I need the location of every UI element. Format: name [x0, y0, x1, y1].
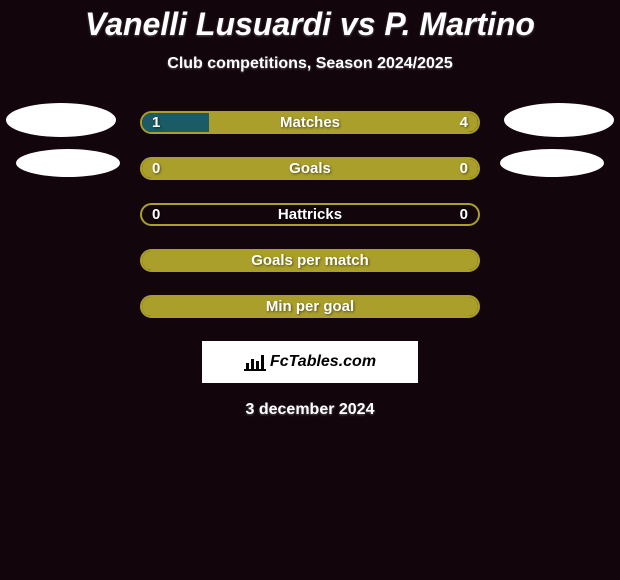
stat-row-matches: 1 Matches 4 — [0, 111, 620, 134]
subtitle: Club competitions, Season 2024/2025 — [0, 55, 620, 73]
chart-icon — [244, 353, 266, 371]
bar-hattricks: 0 Hattricks 0 — [140, 203, 480, 226]
bar-matches: 1 Matches 4 — [140, 111, 480, 134]
stat-value-left-goals: 0 — [152, 160, 160, 177]
stat-value-right-goals: 0 — [460, 160, 468, 177]
bar-gpm: Goals per match — [140, 249, 480, 272]
stat-label-hattricks: Hattricks — [278, 206, 342, 223]
bar-mpg: Min per goal — [140, 295, 480, 318]
page-title: Vanelli Lusuardi vs P. Martino — [0, 0, 620, 43]
stat-label-gpm: Goals per match — [251, 252, 369, 269]
stat-value-right-matches: 4 — [460, 114, 468, 131]
stat-value-left-hattricks: 0 — [152, 206, 160, 223]
stat-value-left-matches: 1 — [152, 114, 160, 131]
bar-goals: 0 Goals 0 — [140, 157, 480, 180]
stats-section: 1 Matches 4 0 Goals 0 0 Hattricks 0 — [0, 111, 620, 318]
stat-row-gpm: Goals per match — [0, 249, 620, 272]
logo-box: FcTables.com — [202, 341, 418, 383]
stat-label-mpg: Min per goal — [266, 298, 354, 315]
logo-text: FcTables.com — [270, 353, 376, 371]
comparison-infographic: Vanelli Lusuardi vs P. Martino Club comp… — [0, 0, 620, 580]
stat-row-mpg: Min per goal — [0, 295, 620, 318]
stat-row-goals: 0 Goals 0 — [0, 157, 620, 180]
date-text: 3 december 2024 — [0, 401, 620, 419]
stat-row-hattricks: 0 Hattricks 0 — [0, 203, 620, 226]
stat-value-right-hattricks: 0 — [460, 206, 468, 223]
bar-fill-right-matches — [209, 113, 478, 132]
stat-label-matches: Matches — [280, 114, 340, 131]
stat-label-goals: Goals — [289, 160, 331, 177]
